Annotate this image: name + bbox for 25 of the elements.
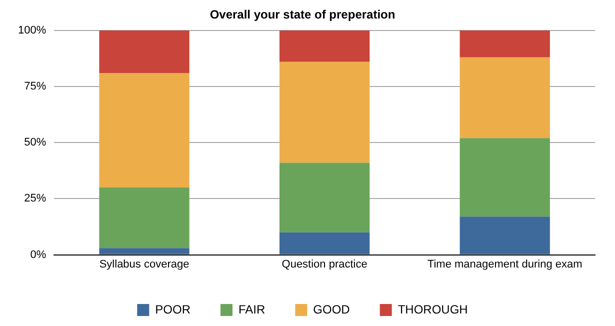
y-tick-label: 25% (24, 192, 46, 205)
bar (460, 138, 550, 217)
y-tick-label: 50% (24, 136, 46, 149)
legend-label: FAIR (238, 302, 266, 316)
legend-label: POOR (155, 302, 191, 316)
bar (460, 57, 550, 138)
y-tick-label: 100% (18, 24, 46, 36)
y-tick-label: 0% (30, 248, 46, 261)
bar (99, 248, 190, 254)
chart-title: Overall your state of preperation (210, 8, 396, 22)
bar (460, 216, 550, 254)
bar (99, 187, 190, 248)
x-tick-label: Time management during exam (427, 258, 582, 270)
bar (99, 30, 190, 74)
legend-label: GOOD (313, 302, 350, 316)
bar (279, 162, 370, 232)
y-tick-label: 75% (24, 80, 46, 93)
x-tick-label: Syllabus coverage (99, 258, 190, 270)
legend-label: THOROUGH (398, 302, 468, 316)
x-tick-label: Question practice (282, 258, 368, 270)
bar (279, 62, 370, 163)
bar (99, 73, 190, 188)
bar (460, 30, 550, 58)
bar (279, 30, 370, 62)
bar (279, 232, 370, 254)
